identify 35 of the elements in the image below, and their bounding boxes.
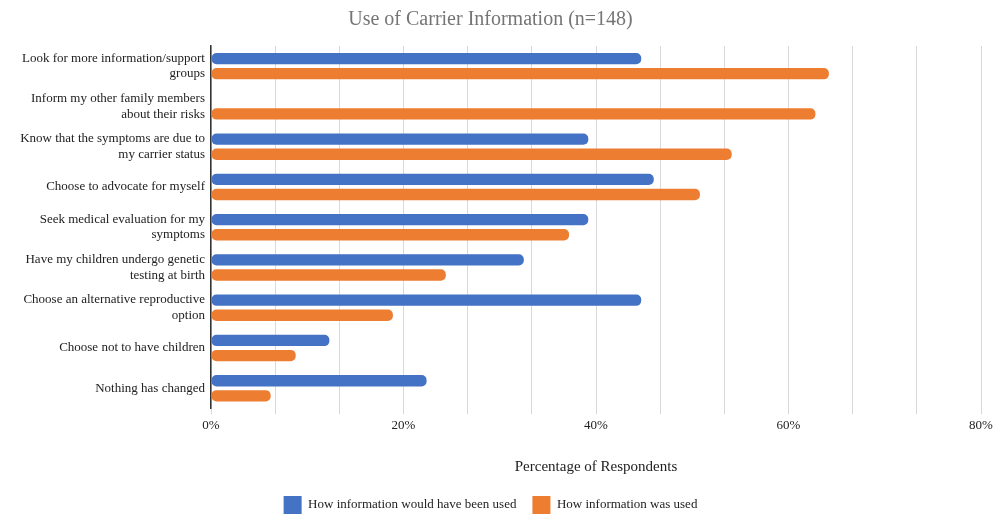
bar xyxy=(211,229,570,241)
x-tick-label: 0% xyxy=(202,416,220,432)
y-tick-label: Have my children undergo genetic testing at birth xyxy=(25,251,206,282)
bar xyxy=(211,375,427,387)
x-tick-label: 60% xyxy=(776,416,801,432)
x-tick-label: 20% xyxy=(391,416,416,432)
x-tick-label: 80% xyxy=(969,416,994,432)
bar xyxy=(211,133,589,145)
legend-label: How information was used xyxy=(556,496,698,512)
bar xyxy=(211,334,330,347)
legend-label: How information would have been used xyxy=(308,496,517,512)
bar xyxy=(211,173,654,186)
y-tick-label: Seek medical evaluation for my symptoms xyxy=(39,210,206,242)
bar xyxy=(211,269,446,281)
bar xyxy=(211,309,393,321)
bar xyxy=(211,68,829,80)
y-tick-label: Choose to advocate for myself xyxy=(46,178,206,194)
bar xyxy=(211,213,589,226)
x-tick-label: 40% xyxy=(584,416,609,432)
bar xyxy=(211,52,642,65)
x-axis-title: Percentage of Respondents xyxy=(514,457,678,474)
bar xyxy=(211,349,296,362)
y-tick-label: Nothing has changed xyxy=(95,379,206,395)
bar xyxy=(211,390,271,402)
bar xyxy=(211,148,732,160)
chart-title: Use of Carrier Information (n=148) xyxy=(348,7,633,31)
bar xyxy=(211,294,642,306)
y-tick-label: Know that the symptoms are due to my carrier status xyxy=(20,130,205,161)
bar xyxy=(211,188,700,201)
y-tick-label: Choose not to have children xyxy=(59,339,206,355)
y-tick-label: Choose an alternative reproductive option xyxy=(23,291,206,322)
y-tick-label: Look for more information/support groups xyxy=(21,49,206,81)
bar xyxy=(211,108,816,120)
y-tick-label: Inform my other family members about their risks xyxy=(30,90,205,121)
bar xyxy=(211,254,524,266)
